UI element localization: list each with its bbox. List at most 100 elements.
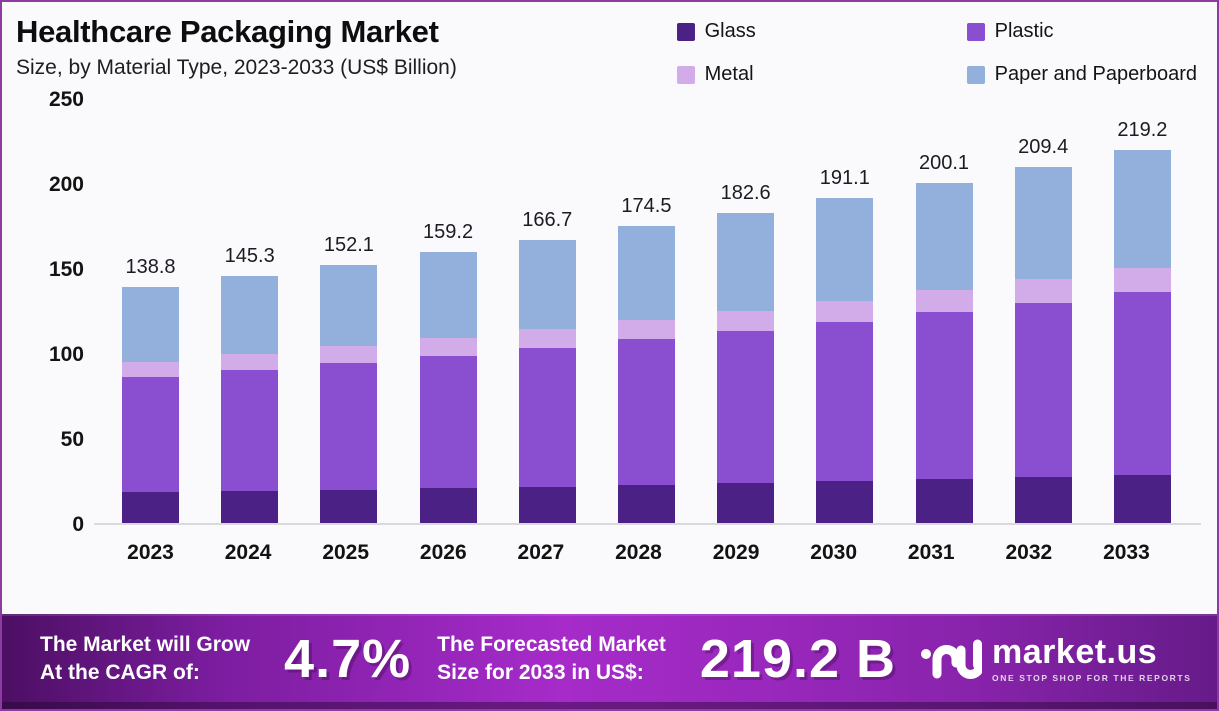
y-axis-tick-250: 250 bbox=[48, 88, 84, 111]
brand-logo: market.us ONE STOP SHOP FOR THE REPORTS bbox=[920, 635, 1191, 683]
forecast-value: 219.2 B bbox=[699, 628, 897, 689]
plot-area: 138.8 145.3 152.1 159.2 166.7 174.5 182.6 191.1… bbox=[94, 100, 1201, 525]
bar-2029: 182.6 bbox=[717, 181, 775, 523]
bar-total-label-2029: 182.6 bbox=[720, 181, 771, 204]
bar-segment-plastic bbox=[419, 355, 477, 489]
bar-2031: 200.1 bbox=[915, 151, 973, 523]
bar-segment-metal bbox=[320, 346, 378, 364]
bar-segment-plastic bbox=[1014, 302, 1072, 478]
forecast-label-line2: Size for 2033 in US$: bbox=[437, 660, 644, 684]
x-axis-label-2024: 2024 bbox=[224, 541, 272, 564]
bar-2025: 152.1 bbox=[320, 233, 378, 523]
legend-item-glass: Glass bbox=[676, 20, 937, 43]
footer-banner: The Market will Grow At the CAGR of: 4.7… bbox=[2, 614, 1217, 709]
x-axis-label-2032: 2032 bbox=[1005, 541, 1053, 564]
bar-segment-glass bbox=[617, 484, 675, 523]
bar-2027: 166.7 bbox=[518, 209, 576, 523]
cagr-label-line1: The Market will Grow bbox=[40, 633, 251, 657]
bar-segment-paper-and-paperboard bbox=[122, 287, 179, 362]
bar-segment-metal bbox=[1113, 268, 1171, 293]
bar-segment-glass bbox=[1113, 474, 1171, 523]
bar-segment-metal bbox=[717, 310, 775, 331]
legend-swatch-icon bbox=[676, 65, 695, 84]
bar-2033: 219.2 bbox=[1113, 119, 1171, 523]
bar-segment-paper-and-paperboard bbox=[816, 198, 874, 301]
y-axis-tick-100: 100 bbox=[48, 343, 84, 366]
bar-total-label-2025: 152.1 bbox=[323, 233, 374, 256]
bar-segment-glass bbox=[1014, 477, 1072, 523]
bar-segment-paper-and-paperboard bbox=[419, 252, 477, 339]
brand-tagline: ONE STOP SHOP FOR THE REPORTS bbox=[992, 672, 1192, 683]
bar-segment-glass bbox=[518, 486, 576, 523]
marketus-logo-icon bbox=[921, 639, 983, 679]
x-axis: 2023 2024 2025 2026 2027 2028 2029 2030 2031 2032… bbox=[94, 541, 1185, 565]
bar-segment-paper-and-paperboard bbox=[320, 264, 378, 347]
cagr-value: 4.7% bbox=[284, 628, 412, 689]
bar-segment-metal bbox=[617, 320, 675, 340]
bar-segment-plastic bbox=[221, 370, 279, 491]
legend-label: Glass bbox=[704, 20, 756, 42]
bar-segment-plastic bbox=[1113, 292, 1171, 475]
bar-segment-glass bbox=[915, 479, 973, 523]
bar-segment-paper-and-paperboard bbox=[915, 182, 973, 291]
bar-segment-plastic bbox=[915, 312, 973, 480]
page-title: Healthcare Packaging Market bbox=[16, 14, 439, 49]
bar-segment-paper-and-paperboard bbox=[221, 276, 279, 354]
y-axis-tick-200: 200 bbox=[48, 173, 84, 196]
bar-segment-metal bbox=[816, 300, 874, 322]
legend-item-paper-and-paperboard: Paper and Paperboard bbox=[966, 63, 1197, 86]
bar-segment-metal bbox=[419, 338, 477, 356]
bar-2030: 191.1 bbox=[816, 167, 874, 523]
bar-total-label-2030: 191.1 bbox=[819, 167, 870, 190]
legend-item-metal: Metal bbox=[676, 63, 937, 86]
x-axis-label-2033: 2033 bbox=[1103, 541, 1150, 564]
bar-total-label-2033: 219.2 bbox=[1117, 119, 1168, 142]
legend-item-plastic: Plastic bbox=[966, 20, 1197, 43]
bar-segment-plastic bbox=[617, 339, 675, 485]
legend-swatch-icon bbox=[676, 22, 695, 41]
bar-segment-paper-and-paperboard bbox=[617, 226, 675, 321]
x-axis-label-2025: 2025 bbox=[322, 541, 370, 564]
bar-segment-glass bbox=[320, 489, 378, 523]
chart-legend: Glass Plastic Metal Paper and Paperboard bbox=[676, 20, 1197, 86]
bar-2028: 174.5 bbox=[617, 195, 675, 523]
bar-total-label-2026: 159.2 bbox=[423, 221, 474, 244]
x-axis-label-2029: 2029 bbox=[712, 541, 760, 564]
bar-total-label-2028: 174.5 bbox=[621, 195, 672, 218]
brand-text: market.us ONE STOP SHOP FOR THE REPORTS bbox=[992, 635, 1191, 683]
bar-segment-metal bbox=[518, 329, 576, 348]
bar-segment-plastic bbox=[717, 330, 775, 484]
legend-swatch-icon bbox=[966, 22, 985, 41]
x-axis-label-2023: 2023 bbox=[127, 541, 174, 564]
bar-2024: 145.3 bbox=[221, 245, 279, 523]
bar-segment-paper-and-paperboard bbox=[1014, 167, 1072, 280]
bar-total-label-2031: 200.1 bbox=[918, 151, 970, 174]
y-axis: 0 50 100 150 200 250 bbox=[2, 88, 84, 536]
bar-2026: 159.2 bbox=[419, 221, 477, 523]
bar-segment-paper-and-paperboard bbox=[1113, 150, 1171, 269]
cagr-label: The Market will Grow At the CAGR of: bbox=[40, 631, 250, 686]
bar-segment-metal bbox=[221, 354, 279, 370]
bar-total-label-2032: 209.4 bbox=[1018, 136, 1069, 159]
legend-swatch-icon bbox=[966, 65, 985, 84]
bar-segment-plastic bbox=[518, 347, 576, 487]
bar-segment-plastic bbox=[122, 376, 179, 493]
bar-2023: 138.8 bbox=[122, 256, 179, 523]
bar-segment-glass bbox=[717, 483, 775, 523]
bar-2032: 209.4 bbox=[1014, 136, 1072, 523]
legend-label: Plastic bbox=[994, 20, 1054, 42]
bar-segment-glass bbox=[419, 488, 477, 523]
bar-segment-metal bbox=[1014, 279, 1072, 303]
bar-segment-glass bbox=[122, 492, 179, 523]
bar-segment-plastic bbox=[816, 321, 874, 482]
bar-segment-paper-and-paperboard bbox=[518, 239, 576, 330]
x-axis-label-2028: 2028 bbox=[615, 541, 662, 564]
x-axis-label-2026: 2026 bbox=[419, 541, 467, 564]
bar-segment-glass bbox=[221, 491, 279, 523]
bar-segment-paper-and-paperboard bbox=[717, 212, 775, 311]
cagr-label-line2: At the CAGR of: bbox=[40, 660, 200, 684]
stacked-bar-chart: 0 50 100 150 200 250 138.8 145.3 152.1 159.2 166.… bbox=[2, 88, 1217, 565]
bar-segment-metal bbox=[122, 361, 179, 377]
bars-container: 138.8 145.3 152.1 159.2 166.7 174.5 182.6 191.1… bbox=[94, 100, 1201, 523]
